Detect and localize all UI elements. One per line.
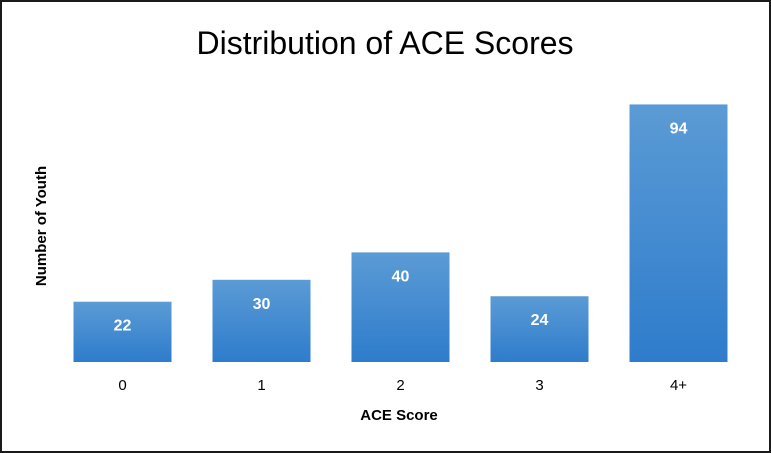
x-tick-label-2: 2 bbox=[396, 377, 404, 394]
data-label-2: 40 bbox=[392, 268, 410, 285]
data-label-3: 24 bbox=[531, 312, 549, 329]
x-tick-label-3: 3 bbox=[535, 377, 543, 394]
bar-0 bbox=[73, 301, 172, 362]
x-tick-label-0: 0 bbox=[118, 377, 126, 394]
bars-group: 22 0 30 1 40 2 24 3 94 4+ bbox=[73, 104, 728, 394]
data-label-1: 30 bbox=[253, 296, 271, 313]
x-tick-label-1: 1 bbox=[257, 377, 265, 394]
x-axis-label: ACE Score bbox=[360, 407, 438, 424]
bar-2 bbox=[351, 252, 450, 362]
bar-1 bbox=[212, 279, 311, 362]
x-tick-label-4+: 4+ bbox=[670, 377, 687, 394]
y-axis-label: Number of Youth bbox=[33, 166, 50, 286]
bar-3 bbox=[490, 296, 589, 362]
data-label-0: 22 bbox=[114, 318, 132, 335]
bar-4+ bbox=[629, 104, 728, 362]
chart-title: Distribution of ACE Scores bbox=[196, 25, 573, 61]
data-label-4+: 94 bbox=[670, 120, 688, 137]
